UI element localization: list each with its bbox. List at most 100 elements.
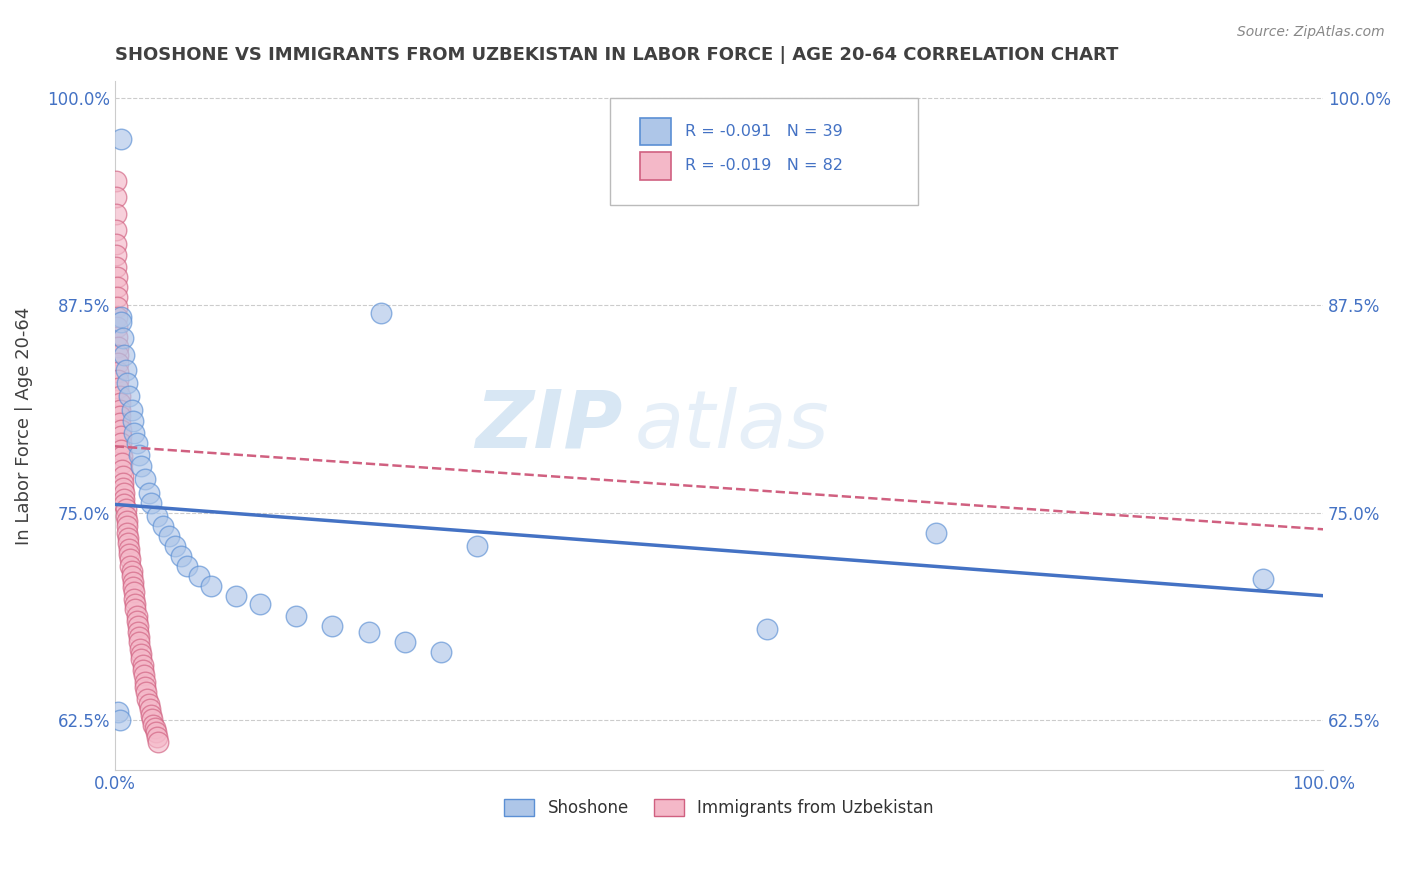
Point: [107, 373, 129, 387]
Point: [115, 525, 138, 540]
Point: [112, 331, 135, 345]
Point: [107, 381, 129, 395]
Point: [139, 496, 162, 510]
Point: [108, 389, 131, 403]
Point: [176, 558, 198, 573]
Point: [249, 597, 271, 611]
Point: [136, 691, 159, 706]
FancyBboxPatch shape: [610, 98, 918, 205]
Point: [112, 497, 135, 511]
Text: Source: ZipAtlas.com: Source: ZipAtlas.com: [1237, 25, 1385, 39]
Point: [138, 485, 160, 500]
Point: [117, 535, 139, 549]
Point: [127, 625, 149, 640]
Point: [143, 722, 166, 736]
Text: SHOSHONE VS IMMIGRANTS FROM UZBEKISTAN IN LABOR FORCE | AGE 20-64 CORRELATION CH: SHOSHONE VS IMMIGRANTS FROM UZBEKISTAN I…: [115, 46, 1118, 64]
Point: [125, 608, 148, 623]
Text: R = -0.019   N = 82: R = -0.019 N = 82: [685, 158, 844, 173]
Point: [104, 248, 127, 262]
Point: [139, 701, 162, 715]
Point: [128, 630, 150, 644]
Point: [756, 622, 779, 636]
Point: [146, 730, 169, 744]
Point: [105, 300, 128, 314]
Point: [121, 402, 143, 417]
Point: [112, 469, 135, 483]
Legend: Shoshone, Immigrants from Uzbekistan: Shoshone, Immigrants from Uzbekistan: [498, 792, 941, 823]
Text: ZIP: ZIP: [475, 386, 623, 465]
Point: [105, 269, 128, 284]
Point: [110, 436, 132, 450]
Point: [112, 492, 135, 507]
Point: [131, 647, 153, 661]
Point: [145, 724, 167, 739]
Point: [115, 519, 138, 533]
Point: [465, 539, 488, 553]
Point: [114, 502, 136, 516]
Point: [104, 190, 127, 204]
Point: [112, 481, 135, 495]
Point: [108, 713, 131, 727]
Point: [128, 635, 150, 649]
Point: [107, 356, 129, 370]
Text: R = -0.091   N = 39: R = -0.091 N = 39: [685, 124, 842, 139]
Point: [112, 475, 135, 490]
Point: [105, 319, 128, 334]
Point: [110, 315, 132, 329]
Point: [122, 585, 145, 599]
Point: [114, 363, 136, 377]
Point: [146, 508, 169, 523]
Point: [165, 539, 187, 553]
Point: [120, 552, 142, 566]
Point: [120, 558, 142, 573]
Point: [139, 708, 162, 723]
Point: [122, 592, 145, 607]
Point: [152, 519, 174, 533]
Point: [129, 641, 152, 656]
Point: [430, 645, 453, 659]
Point: [394, 635, 416, 649]
Point: [121, 564, 143, 578]
Point: [104, 223, 127, 237]
Point: [104, 236, 127, 251]
Point: [117, 531, 139, 545]
Point: [107, 705, 129, 719]
Point: [200, 579, 222, 593]
Point: [108, 409, 131, 424]
Point: [125, 436, 148, 450]
Point: [112, 348, 135, 362]
Point: [131, 658, 153, 673]
Point: [105, 280, 128, 294]
Point: [112, 485, 135, 500]
Point: [138, 697, 160, 711]
Point: [110, 423, 132, 437]
Point: [104, 174, 127, 188]
Point: [114, 508, 136, 523]
Point: [110, 429, 132, 443]
Point: [108, 416, 131, 430]
Point: [370, 306, 392, 320]
Point: [285, 608, 308, 623]
Point: [108, 402, 131, 417]
Point: [108, 396, 131, 410]
Point: [131, 459, 153, 474]
Point: [134, 473, 156, 487]
Point: [107, 365, 129, 379]
FancyBboxPatch shape: [640, 152, 671, 179]
Point: [357, 625, 380, 640]
Point: [104, 260, 127, 274]
Point: [170, 549, 193, 563]
Point: [104, 207, 127, 221]
Point: [127, 618, 149, 632]
Point: [111, 449, 134, 463]
Point: [134, 680, 156, 694]
Point: [111, 456, 134, 470]
Point: [118, 542, 141, 557]
Point: [131, 664, 153, 678]
Point: [225, 589, 247, 603]
Text: atlas: atlas: [634, 386, 830, 465]
Point: [115, 376, 138, 391]
Point: [321, 618, 343, 632]
Point: [105, 290, 128, 304]
Point: [110, 132, 132, 146]
